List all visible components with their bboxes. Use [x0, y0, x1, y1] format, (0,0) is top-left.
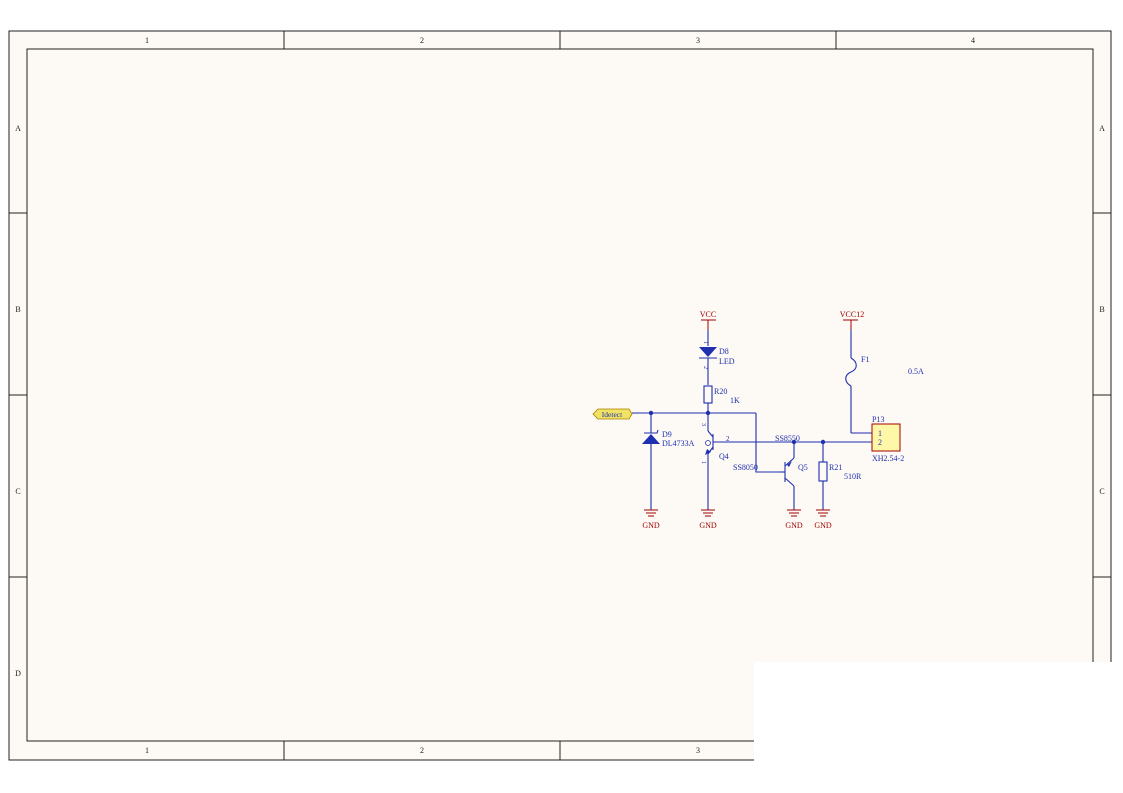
- gnd-symbol-q5: GND: [785, 509, 803, 530]
- p13-designator: P13: [872, 415, 884, 424]
- column-label-3: 3: [696, 36, 700, 45]
- idetect-label: Idetect: [602, 410, 623, 419]
- occluded-title-block-area: [754, 662, 1123, 793]
- row-label-a: A: [15, 124, 21, 133]
- column-label-2: 2: [420, 36, 424, 45]
- led-d8: 1 2 D8 LED: [699, 330, 735, 385]
- transistor-q4: 3 2 1 Q4 SS8050: [700, 413, 794, 510]
- r20-value: 1K: [730, 396, 740, 405]
- f1-value: 0.5A: [908, 367, 924, 376]
- vcc12-label: VCC12: [840, 310, 864, 319]
- q5-value: SS8550: [775, 434, 800, 443]
- sheet-border: [8, 30, 1112, 761]
- resistor-r21: R21 510R: [818, 442, 862, 510]
- gnd-label-r21: GND: [814, 521, 832, 530]
- bottom-column-label-2: 2: [420, 746, 424, 755]
- d8-value: LED: [719, 357, 735, 366]
- r20-designator: R20: [714, 387, 727, 396]
- gnd-label-q5: GND: [785, 521, 803, 530]
- row-label-b-right: B: [1099, 305, 1104, 314]
- top-zone-dividers: [9, 31, 1111, 760]
- d8-designator: D8: [719, 347, 729, 356]
- bottom-column-label-3: 3: [696, 746, 700, 755]
- d9-value: DL4733A: [662, 439, 695, 448]
- d9-designator: D9: [662, 430, 672, 439]
- bottom-column-label-1: 1: [145, 746, 149, 755]
- d8-pin-1: 1: [702, 341, 708, 344]
- vcc-label: VCC: [700, 310, 716, 319]
- d8-pin-2: 2: [702, 366, 708, 369]
- q4-value: SS8050: [733, 463, 758, 472]
- p13-value: XH2.54-2: [872, 454, 904, 463]
- vcc-power-port: VCC: [700, 310, 716, 330]
- q5-base-wire: [755, 413, 780, 473]
- connector-p13: P13 1 2 XH2.54-2: [871, 415, 904, 463]
- column-label-1: 1: [145, 36, 149, 45]
- q4-designator: Q4: [719, 452, 729, 461]
- q4-pin-3: 3: [700, 423, 706, 426]
- p13-pin-1: 1: [878, 429, 882, 438]
- p13-pin-2: 2: [878, 438, 882, 447]
- f1-designator: F1: [861, 355, 869, 364]
- gnd-label-d9: GND: [642, 521, 660, 530]
- r21-designator: R21: [829, 463, 842, 472]
- column-label-4: 4: [971, 36, 975, 45]
- row-label-d: D: [15, 669, 21, 678]
- gnd-symbol-d9: GND: [642, 509, 660, 530]
- row-label-a-right: A: [1099, 124, 1105, 133]
- gnd-symbol-q4: GND: [699, 509, 717, 530]
- q5-designator: Q5: [798, 463, 808, 472]
- idetect-net-port: Idetect: [592, 408, 633, 420]
- zener-d9: D9 DL4733A: [642, 413, 695, 510]
- row-label-b: B: [15, 305, 20, 314]
- r21-value: 510R: [844, 472, 862, 481]
- gnd-label-q4: GND: [699, 521, 717, 530]
- fuse-f1: F1 0.5A: [845, 330, 924, 434]
- transistor-q5: Q5 SS8550: [775, 434, 808, 510]
- row-label-c-right: C: [1099, 487, 1104, 496]
- vcc12-power-port: VCC12: [840, 310, 864, 330]
- q4-pin-1: 1: [700, 461, 706, 464]
- q4-pin-2: 2: [726, 435, 730, 443]
- gnd-symbol-r21: GND: [814, 509, 832, 530]
- row-label-c: C: [15, 487, 20, 496]
